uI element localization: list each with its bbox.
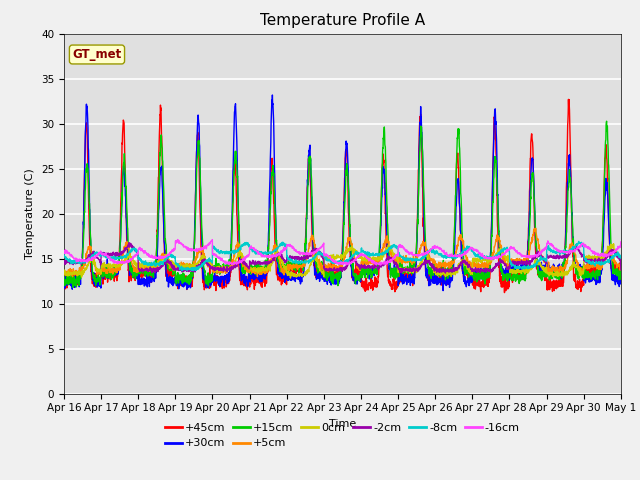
- 0cm: [568, 267, 575, 273]
- -8cm: [216, 251, 223, 256]
- -2cm: [584, 256, 591, 262]
- +5cm: [216, 264, 223, 270]
- +15cm: [584, 269, 591, 275]
- +5cm: [584, 266, 591, 272]
- +5cm: [60, 269, 68, 275]
- +15cm: [504, 274, 512, 279]
- +45cm: [617, 270, 625, 276]
- +30cm: [439, 288, 447, 293]
- +45cm: [216, 282, 223, 288]
- +45cm: [564, 96, 572, 102]
- Line: -8cm: -8cm: [64, 241, 621, 271]
- -2cm: [60, 259, 68, 264]
- +5cm: [359, 259, 367, 265]
- +15cm: [69, 285, 77, 290]
- Legend: +45cm, +30cm, +15cm, +5cm, 0cm, -2cm, -8cm, -16cm: +45cm, +30cm, +15cm, +5cm, 0cm, -2cm, -8…: [161, 419, 524, 453]
- -8cm: [584, 258, 591, 264]
- +45cm: [358, 282, 366, 288]
- Y-axis label: Temperature (C): Temperature (C): [26, 168, 35, 259]
- Line: +45cm: +45cm: [64, 99, 621, 293]
- -8cm: [371, 252, 379, 257]
- -2cm: [505, 264, 513, 270]
- Title: Temperature Profile A: Temperature Profile A: [260, 13, 425, 28]
- -16cm: [371, 259, 379, 264]
- -8cm: [575, 239, 582, 244]
- 0cm: [60, 270, 68, 276]
- +45cm: [371, 283, 378, 288]
- +5cm: [68, 274, 76, 280]
- 0cm: [584, 255, 591, 261]
- -2cm: [617, 267, 625, 273]
- -8cm: [178, 268, 186, 274]
- Line: +30cm: +30cm: [64, 95, 621, 290]
- +30cm: [216, 276, 223, 282]
- 0cm: [504, 256, 512, 262]
- +30cm: [371, 269, 379, 275]
- -8cm: [359, 248, 367, 254]
- 0cm: [610, 241, 618, 247]
- 0cm: [216, 264, 223, 269]
- +15cm: [60, 271, 68, 277]
- +15cm: [359, 265, 367, 271]
- +5cm: [371, 260, 379, 265]
- -16cm: [377, 262, 385, 268]
- +30cm: [269, 92, 276, 98]
- -16cm: [174, 237, 182, 242]
- +45cm: [60, 272, 68, 277]
- -8cm: [568, 246, 575, 252]
- Line: +15cm: +15cm: [64, 121, 621, 288]
- -2cm: [125, 240, 133, 245]
- +30cm: [617, 275, 625, 280]
- +5cm: [617, 258, 625, 264]
- +5cm: [532, 226, 540, 231]
- +45cm: [584, 266, 591, 272]
- +30cm: [60, 280, 68, 286]
- +5cm: [568, 240, 576, 246]
- -16cm: [568, 249, 576, 254]
- 0cm: [287, 275, 294, 281]
- +30cm: [584, 276, 591, 282]
- -16cm: [60, 249, 68, 255]
- -16cm: [584, 245, 591, 251]
- +5cm: [504, 264, 512, 270]
- -16cm: [617, 239, 625, 245]
- -2cm: [442, 270, 449, 276]
- +45cm: [504, 286, 512, 291]
- -2cm: [216, 265, 223, 271]
- -16cm: [359, 252, 367, 258]
- +45cm: [500, 290, 508, 296]
- -8cm: [60, 251, 68, 257]
- 0cm: [617, 261, 625, 266]
- -2cm: [371, 265, 379, 271]
- +30cm: [568, 210, 576, 216]
- +30cm: [359, 265, 367, 271]
- 0cm: [359, 255, 367, 261]
- Line: +5cm: +5cm: [64, 228, 621, 277]
- Line: 0cm: 0cm: [64, 244, 621, 278]
- Text: GT_met: GT_met: [72, 48, 122, 61]
- Line: -16cm: -16cm: [64, 240, 621, 265]
- X-axis label: Time: Time: [329, 419, 356, 429]
- -16cm: [505, 247, 513, 253]
- +15cm: [568, 209, 575, 215]
- 0cm: [371, 255, 379, 261]
- +15cm: [603, 119, 611, 124]
- +45cm: [568, 231, 576, 237]
- +15cm: [216, 264, 223, 270]
- -16cm: [216, 256, 223, 262]
- -8cm: [617, 255, 625, 261]
- -2cm: [568, 247, 576, 253]
- +15cm: [617, 276, 625, 282]
- +30cm: [505, 264, 513, 270]
- +15cm: [371, 271, 379, 276]
- -2cm: [359, 263, 367, 269]
- -8cm: [504, 248, 512, 253]
- Line: -2cm: -2cm: [64, 242, 621, 273]
